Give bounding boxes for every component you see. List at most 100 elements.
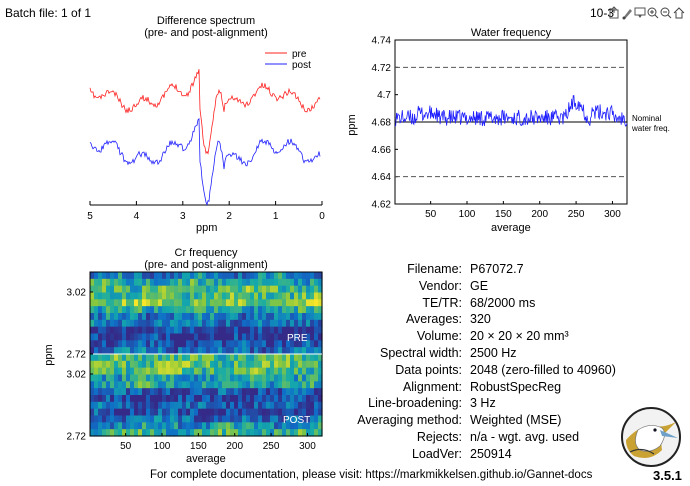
heatmap-cell	[298, 422, 303, 430]
heatmap-cell	[294, 429, 299, 437]
heatmap-cell	[106, 374, 111, 382]
heatmap-cell	[106, 354, 111, 362]
heatmap-cell	[182, 354, 187, 362]
heatmap-cell	[238, 347, 243, 355]
info-row: Alignment: RobustSpecReg	[332, 380, 690, 397]
heatmap-cell	[262, 381, 267, 389]
heatmap-cell	[282, 422, 287, 430]
heatmap-cell	[138, 360, 143, 369]
heatmap-cell	[242, 367, 247, 376]
heatmap-cell	[134, 313, 139, 321]
heatmap-cell	[158, 278, 163, 287]
heatmap-cell	[162, 367, 167, 376]
heatmap-cell	[266, 360, 271, 369]
cr-ytick-label: 2.72	[67, 350, 87, 361]
heatmap-cell	[318, 299, 323, 307]
heatmap-cell	[286, 272, 291, 280]
heatmap-cell	[142, 347, 147, 355]
heatmap-cell	[278, 306, 283, 314]
heatmap-cell	[198, 278, 203, 287]
heatmap-cell	[118, 367, 123, 376]
heatmap-cell	[186, 401, 191, 410]
documentation-link[interactable]: For complete documentation, please visit…	[150, 469, 593, 481]
heatmap-cell	[114, 347, 119, 355]
zoom-in-button[interactable]	[647, 6, 659, 20]
heatmap-cell	[154, 374, 159, 382]
heatmap-cell	[126, 388, 131, 396]
diff-spectrum-svg: 5 4 3 2 1 0 pre post	[87, 49, 325, 222]
heatmap-cell	[290, 272, 295, 280]
heatmap-cell	[194, 374, 199, 382]
heatmap-cell	[270, 401, 275, 410]
data-tip-button[interactable]	[634, 6, 646, 20]
heatmap-cell	[222, 360, 227, 369]
heatmap-cell	[282, 374, 287, 382]
heatmap-cell	[290, 354, 295, 362]
heatmap-cell	[270, 340, 275, 348]
heatmap-cell	[162, 333, 167, 341]
heatmap-cell	[102, 272, 107, 280]
info-value: n/a - wgt. avg. used	[470, 430, 580, 444]
heatmap-cell	[90, 374, 95, 382]
heatmap-cell	[90, 319, 95, 328]
heatmap-cell	[306, 422, 311, 430]
heatmap-cell	[234, 340, 239, 348]
heatmap-cell	[126, 299, 131, 307]
cr-post-label: POST	[283, 415, 310, 426]
heatmap-cell	[234, 381, 239, 389]
heatmap-cell	[254, 340, 259, 348]
heatmap-cell	[150, 360, 155, 369]
heatmap-cell	[306, 354, 311, 362]
heatmap-cell	[246, 354, 251, 362]
heatmap-cell	[122, 381, 127, 389]
heatmap-cell	[130, 326, 135, 335]
heatmap-cell	[166, 299, 171, 307]
heatmap-cell	[246, 388, 251, 396]
heatmap-cell	[90, 367, 95, 376]
heatmap-cell	[318, 278, 323, 287]
heatmap-cell	[266, 374, 271, 382]
heatmap-cell	[182, 367, 187, 376]
heatmap-cell	[122, 401, 127, 410]
heatmap-cell	[182, 360, 187, 369]
heatmap-cell	[174, 278, 179, 287]
heatmap-cell	[258, 306, 263, 314]
heatmap-cell	[310, 326, 315, 335]
heatmap-cell	[166, 395, 171, 403]
heatmap-cell	[186, 360, 191, 369]
heatmap-cell	[222, 285, 227, 294]
heatmap-cell	[298, 326, 303, 335]
heatmap-cell	[222, 374, 227, 382]
heatmap-cell	[254, 333, 259, 341]
heatmap-cell	[154, 415, 159, 423]
heatmap-cell	[154, 381, 159, 389]
heatmap-cell	[114, 388, 119, 396]
heatmap-cell	[194, 272, 199, 280]
heatmap-cell	[290, 408, 295, 417]
heatmap-cell	[318, 319, 323, 328]
heatmap-cell	[302, 299, 307, 307]
heatmap-cell	[134, 340, 139, 348]
heatmap-cell	[198, 340, 203, 348]
heatmap-cell	[302, 374, 307, 382]
nominal-annotation-line1: Nominal	[632, 114, 662, 123]
heatmap-cell	[198, 429, 203, 437]
heatmap-cell	[114, 272, 119, 280]
heatmap-cell	[118, 354, 123, 362]
heatmap-cell	[130, 333, 135, 341]
heatmap-cell	[294, 388, 299, 396]
zoom-out-button[interactable]	[660, 6, 672, 20]
heatmap-cell	[106, 360, 111, 369]
heatmap-cell	[166, 278, 171, 287]
heatmap-cell	[254, 292, 259, 300]
home-button[interactable]	[673, 6, 685, 20]
heatmap-cell	[218, 367, 223, 376]
cr-title-line2: (pre- and post-alignment)	[144, 259, 268, 271]
info-label: Averaging method:	[357, 413, 462, 428]
export-button[interactable]	[608, 6, 620, 20]
brush-button[interactable]	[621, 6, 633, 20]
heatmap-cell	[178, 299, 183, 307]
info-value: 2048 (zero-filled to 40960)	[470, 362, 616, 377]
heatmap-cell	[286, 381, 291, 389]
heatmap-cell	[130, 422, 135, 430]
